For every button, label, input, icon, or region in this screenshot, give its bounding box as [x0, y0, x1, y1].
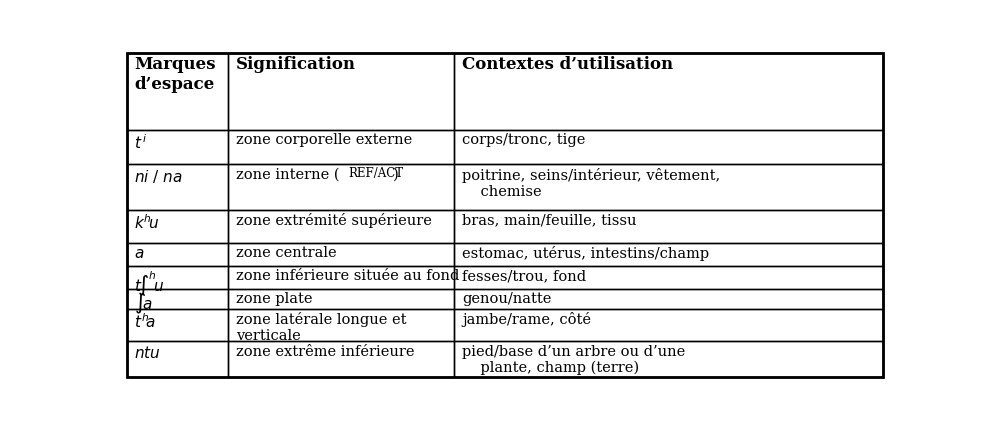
Bar — [127, 130, 228, 164]
Text: $\mathit{ni\ /\ na}$: $\mathit{ni\ /\ na}$ — [135, 167, 183, 184]
Text: $\mathit{t}^{\,i}$: $\mathit{t}^{\,i}$ — [135, 133, 148, 152]
Text: zone inférieure située au fond: zone inférieure située au fond — [236, 269, 459, 283]
Text: $\mathit{a}$: $\mathit{a}$ — [135, 246, 145, 261]
Bar — [454, 53, 883, 130]
Text: ): ) — [393, 167, 399, 181]
Text: $\mathit{t}^{\mathit{h}}\!\mathit{a}$: $\mathit{t}^{\mathit{h}}\!\mathit{a}$ — [135, 312, 156, 331]
Text: genou/natte: genou/natte — [462, 292, 551, 306]
Text: zone centrale: zone centrale — [236, 246, 336, 260]
Text: bras, main/feuille, tissu: bras, main/feuille, tissu — [462, 213, 636, 227]
Text: jambe/rame, côté: jambe/rame, côté — [462, 312, 591, 327]
Bar — [127, 243, 228, 266]
Bar — [228, 130, 454, 164]
Text: zone latérale longue et
verticale: zone latérale longue et verticale — [236, 312, 406, 343]
Bar — [127, 164, 228, 210]
Text: estomac, utérus, intestins/champ: estomac, utérus, intestins/champ — [462, 246, 709, 261]
Bar — [127, 210, 228, 243]
Text: zone interne (: zone interne ( — [236, 167, 339, 181]
Bar — [127, 53, 228, 130]
Text: $\mathit{\int\!a}$: $\mathit{\int\!a}$ — [135, 292, 153, 317]
Bar — [228, 308, 454, 341]
Text: $\mathit{ntu}$: $\mathit{ntu}$ — [135, 345, 161, 361]
Text: pied/base d’un arbre ou d’une
    plante, champ (terre): pied/base d’un arbre ou d’une plante, ch… — [462, 345, 685, 375]
Bar — [228, 243, 454, 266]
Bar — [127, 266, 228, 289]
Bar — [127, 308, 228, 341]
Bar — [228, 164, 454, 210]
Bar — [228, 210, 454, 243]
Text: zone extrême inférieure: zone extrême inférieure — [236, 345, 414, 359]
Text: zone corporelle externe: zone corporelle externe — [236, 133, 412, 147]
Bar — [127, 341, 228, 377]
Text: poitrine, seins/intérieur, vêtement,
    chemise: poitrine, seins/intérieur, vêtement, che… — [462, 167, 721, 199]
Bar — [228, 289, 454, 308]
Bar — [127, 289, 228, 308]
Text: $\mathit{k}^{\mathit{h}}\!\mathit{u}$: $\mathit{k}^{\mathit{h}}\!\mathit{u}$ — [135, 213, 160, 232]
Bar — [454, 266, 883, 289]
Text: corps/tronc, tige: corps/tronc, tige — [462, 133, 585, 147]
Text: zone extrémité supérieure: zone extrémité supérieure — [236, 213, 432, 228]
Text: Marques
d’espace: Marques d’espace — [135, 56, 216, 92]
Bar — [454, 341, 883, 377]
Bar — [228, 341, 454, 377]
Bar — [454, 130, 883, 164]
Text: Contextes d’utilisation: Contextes d’utilisation — [462, 56, 673, 73]
Text: zone plate: zone plate — [236, 292, 313, 306]
Bar — [454, 164, 883, 210]
Bar — [454, 210, 883, 243]
Text: fesses/trou, fond: fesses/trou, fond — [462, 269, 586, 283]
Bar — [228, 53, 454, 130]
Text: Signification: Signification — [236, 56, 356, 73]
Bar — [228, 266, 454, 289]
Text: REF/ACT: REF/ACT — [348, 167, 403, 180]
Text: $\mathit{t}\!\mathit{\int}^{\!\mathit{h}}\!\mathit{u}$: $\mathit{t}\!\mathit{\int}^{\!\mathit{h}… — [135, 269, 164, 298]
Bar — [454, 243, 883, 266]
Bar — [454, 289, 883, 308]
Bar — [454, 308, 883, 341]
